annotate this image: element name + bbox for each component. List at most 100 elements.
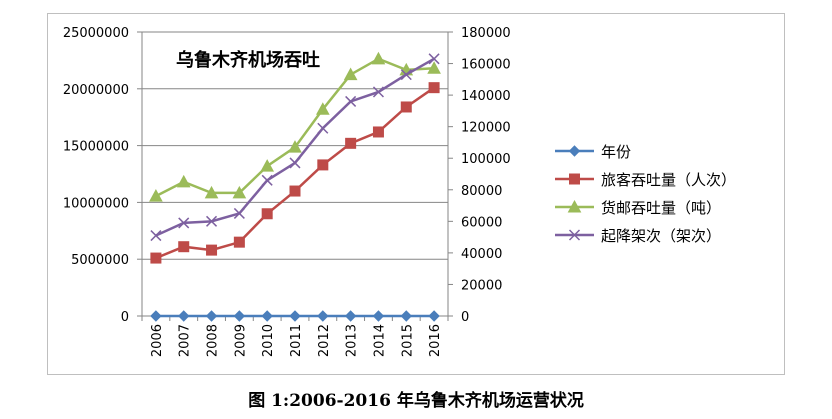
y-right-tick-label: 60000 xyxy=(461,215,502,230)
data-point xyxy=(344,310,357,322)
data-point xyxy=(289,157,301,169)
data-point xyxy=(372,126,384,138)
chart-title: 乌鲁木齐机场吞吐 xyxy=(176,49,320,71)
data-point xyxy=(150,310,162,322)
data-point xyxy=(567,199,582,213)
data-point xyxy=(178,310,190,322)
x-tick-label: 2006 xyxy=(150,324,165,357)
chart-svg: 0 5000000 10000000 15000000 20000000 25000000… xyxy=(63,26,736,357)
data-point-stroke xyxy=(317,122,329,134)
series-0 xyxy=(150,310,440,322)
data-point xyxy=(233,310,246,322)
y-left-tick-label: 15000000 xyxy=(63,140,129,155)
series-2 xyxy=(149,51,441,202)
y-left-tick-label: 25000000 xyxy=(63,26,129,41)
series-1 xyxy=(150,82,440,264)
data-point xyxy=(261,174,273,186)
y-left-tick-label: 5000000 xyxy=(71,253,129,268)
figure-caption: 图 1:2006-2016 年乌鲁木齐机场运营状况 xyxy=(248,391,584,411)
legend-label: 旅客吞吐量（人次） xyxy=(601,171,736,189)
data-point xyxy=(149,189,163,202)
data-point-stroke xyxy=(261,174,273,186)
data-point xyxy=(371,51,386,65)
x-tick-label: 2014 xyxy=(372,324,387,357)
data-point xyxy=(400,69,412,81)
data-point xyxy=(178,241,190,253)
data-point xyxy=(428,310,440,322)
data-point xyxy=(176,174,191,188)
y-right-tick-label: 120000 xyxy=(461,121,511,136)
y-left-tick-label: 10000000 xyxy=(63,196,129,211)
x-tick-label: 2016 xyxy=(428,324,443,357)
data-point xyxy=(427,61,441,74)
data-point xyxy=(345,95,357,107)
legend-label: 起降架次（架次） xyxy=(601,227,721,245)
data-point xyxy=(206,215,218,227)
data-point xyxy=(317,159,329,171)
data-point xyxy=(400,310,412,322)
data-point-stroke xyxy=(568,229,581,241)
series-line xyxy=(155,57,435,198)
data-point-stroke xyxy=(428,53,440,65)
data-point xyxy=(232,185,247,199)
data-point xyxy=(372,86,384,98)
data-point xyxy=(568,229,581,241)
data-point xyxy=(317,310,329,322)
x-tick-label: 2010 xyxy=(261,324,276,357)
data-point xyxy=(261,310,273,322)
x-tick-label: 2009 xyxy=(233,324,248,357)
y-right-tick-label: 40000 xyxy=(461,247,502,262)
y-right-tick-label: 180000 xyxy=(461,26,511,41)
data-point-stroke xyxy=(150,230,162,242)
data-point xyxy=(150,230,162,242)
y-right-tick-label: 80000 xyxy=(461,184,502,199)
data-point-stroke xyxy=(233,207,245,219)
data-point xyxy=(289,185,301,197)
y-right-tick-label: 160000 xyxy=(461,58,511,73)
data-point xyxy=(261,208,273,220)
data-point xyxy=(345,137,357,149)
data-point xyxy=(428,82,440,94)
data-point xyxy=(205,310,218,322)
x-tick-label: 2011 xyxy=(289,324,304,357)
data-point xyxy=(315,102,330,115)
y-right-tick-label: 100000 xyxy=(461,152,511,167)
data-point xyxy=(150,252,162,264)
data-point xyxy=(178,217,190,229)
data-point-stroke xyxy=(372,86,384,98)
y-left-tick-label: 0 xyxy=(121,310,129,325)
x-tick-label: 2013 xyxy=(345,324,360,357)
data-point xyxy=(569,173,580,185)
data-point xyxy=(428,53,440,65)
legend-label: 货邮吞吐量（吨） xyxy=(601,199,721,217)
data-point xyxy=(204,185,219,199)
data-point xyxy=(206,244,218,256)
y-right-tick-label: 20000 xyxy=(461,278,502,293)
data-point-stroke xyxy=(178,217,190,229)
legend-label: 年份 xyxy=(601,143,631,161)
data-point xyxy=(289,310,301,322)
series-line xyxy=(155,86,435,260)
data-point xyxy=(317,122,329,134)
data-point xyxy=(233,207,245,219)
data-point-stroke xyxy=(400,69,412,81)
data-point xyxy=(233,236,245,248)
data-point xyxy=(400,101,412,113)
series-3 xyxy=(150,53,440,242)
y-left-tick-label: 20000000 xyxy=(63,83,129,98)
data-point xyxy=(343,67,358,81)
y-right-tick-label: 0 xyxy=(461,310,469,325)
x-tick-label: 2012 xyxy=(317,324,332,357)
data-point xyxy=(260,159,275,172)
data-point xyxy=(568,145,581,157)
y-right-tick-label: 140000 xyxy=(461,89,511,104)
x-tick-label: 2015 xyxy=(400,324,415,357)
x-tick-label: 2008 xyxy=(206,324,221,357)
x-tick-label: 2007 xyxy=(178,324,193,357)
data-point-stroke xyxy=(206,215,218,227)
data-point xyxy=(288,140,302,153)
chart-container: 0 5000000 10000000 15000000 20000000 25000000… xyxy=(47,13,785,375)
data-point-stroke xyxy=(289,157,301,169)
data-point-stroke xyxy=(345,95,357,107)
data-point xyxy=(372,310,385,322)
